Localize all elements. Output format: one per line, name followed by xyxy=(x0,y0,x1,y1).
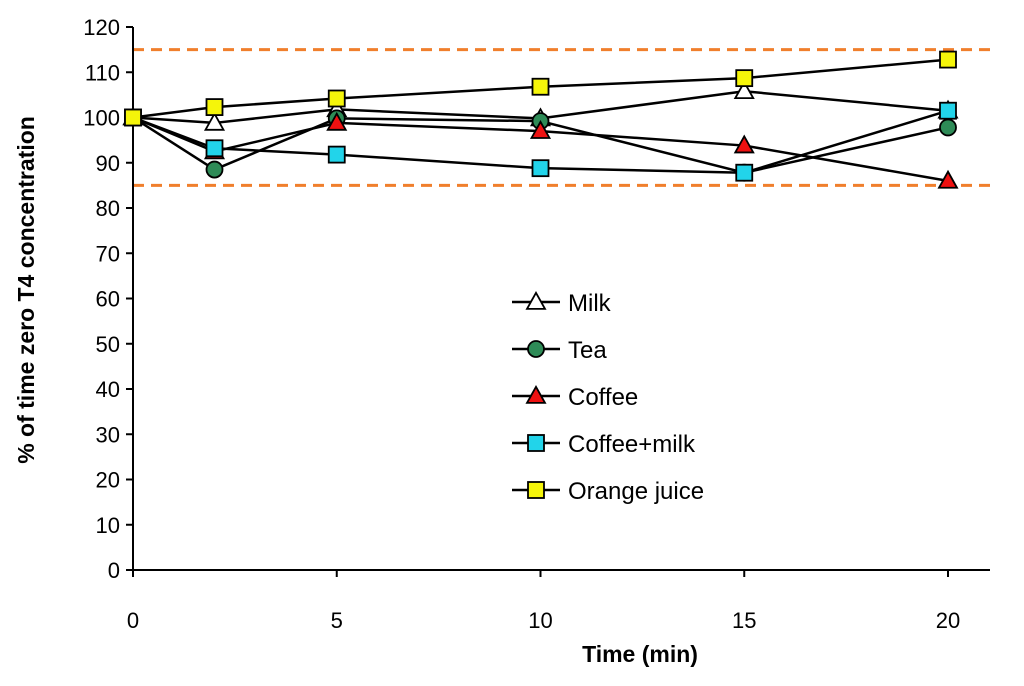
data-point-milk xyxy=(733,80,755,100)
data-point-coffee xyxy=(529,120,552,139)
legend-label-tea: Tea xyxy=(568,337,607,364)
x-tick-label: 20 xyxy=(936,608,960,633)
legend: Milk Tea Coffee Coffee+milk Orange juice xyxy=(512,290,704,505)
y-tick-label: 10 xyxy=(96,513,120,538)
x-tick-label: 10 xyxy=(528,608,552,633)
axes: 0 10 20 30 40 50 60 70 80 90 100 110 120 0 5 10 15 20 xyxy=(83,15,990,633)
data-point-orange-juice xyxy=(124,108,142,127)
data-point-coffee-milk xyxy=(327,145,346,164)
data-point-orange-juice xyxy=(327,89,346,108)
legend-marker-tea xyxy=(527,340,545,358)
y-tick-label: 40 xyxy=(96,377,120,402)
legend-marker-milk xyxy=(525,290,547,310)
data-point-milk xyxy=(203,111,226,131)
y-tick-label: 50 xyxy=(96,332,120,357)
data-point-coffee-milk xyxy=(205,139,224,158)
y-tick-label: 120 xyxy=(83,15,120,40)
x-axis-title: Time (min) xyxy=(582,641,698,667)
series-line-coffee-milk xyxy=(132,109,949,174)
series-line-milk xyxy=(132,89,949,125)
legend-marker-coffee-milk xyxy=(527,434,545,452)
data-point-orange-juice xyxy=(735,69,754,88)
legend-label-coffee: Coffee xyxy=(568,384,638,411)
x-tick-label: 5 xyxy=(331,608,343,633)
y-axis-title: % of time zero T4 concentration xyxy=(13,116,39,464)
y-tick-label: 80 xyxy=(96,196,120,221)
legend-item-orange-juice: Orange juice xyxy=(512,478,704,505)
series-coffee-milk xyxy=(124,101,957,182)
legend-item-coffee: Coffee xyxy=(512,384,638,411)
series-orange-juice xyxy=(124,50,957,127)
legend-item-coffee-milk: Coffee+milk xyxy=(512,431,696,458)
y-tick-label: 60 xyxy=(96,287,120,312)
data-point-coffee xyxy=(733,134,755,154)
y-tick-label: 0 xyxy=(108,558,120,583)
legend-item-milk: Milk xyxy=(512,290,612,317)
data-point-orange-juice xyxy=(531,77,550,96)
y-tick-label: 90 xyxy=(96,151,120,176)
x-tick-label: 15 xyxy=(732,608,756,633)
y-tick-label: 110 xyxy=(85,60,120,85)
data-point-tea xyxy=(205,160,224,179)
legend-item-tea: Tea xyxy=(512,337,607,364)
y-tick-label: 100 xyxy=(83,106,120,131)
legend-label-milk: Milk xyxy=(568,290,612,317)
legend-marker-orange-juice xyxy=(527,481,545,499)
data-point-orange-juice xyxy=(205,98,224,116)
legend-marker-coffee xyxy=(525,384,547,404)
series-line-orange-juice xyxy=(132,58,949,119)
data-point-tea xyxy=(939,118,957,137)
data-point-orange-juice xyxy=(939,50,957,69)
data-point-coffee-milk xyxy=(735,163,754,182)
data-point-coffee-milk xyxy=(939,101,957,120)
data-point-coffee xyxy=(326,111,348,131)
series-line-coffee xyxy=(132,116,949,183)
legend-label-coffee-milk: Coffee+milk xyxy=(568,431,696,458)
series-line-tea xyxy=(132,116,949,174)
legend-label-orange-juice: Orange juice xyxy=(568,478,704,505)
y-tick-label: 30 xyxy=(96,422,120,447)
x-tick-label: 0 xyxy=(127,608,139,633)
y-tick-label: 20 xyxy=(96,468,120,493)
data-point-coffee-milk xyxy=(531,159,550,178)
series-group xyxy=(122,50,959,189)
data-point-coffee xyxy=(937,169,959,189)
y-tick-label: 70 xyxy=(96,241,120,266)
